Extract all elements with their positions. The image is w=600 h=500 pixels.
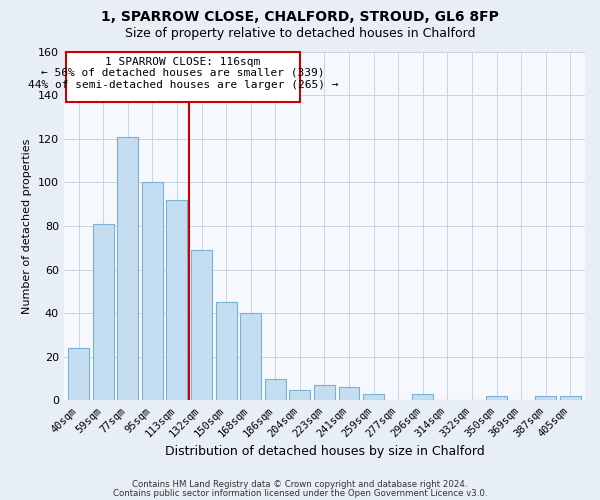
Text: 44% of semi-detached houses are larger (265) →: 44% of semi-detached houses are larger (…	[28, 80, 338, 90]
Bar	[338, 388, 359, 400]
Bar	[412, 394, 433, 400]
Text: 1, SPARROW CLOSE, CHALFORD, STROUD, GL6 8FP: 1, SPARROW CLOSE, CHALFORD, STROUD, GL6 …	[101, 10, 499, 24]
Text: Contains public sector information licensed under the Open Government Licence v3: Contains public sector information licen…	[113, 488, 487, 498]
Bar	[289, 390, 310, 400]
Bar	[240, 313, 261, 400]
Bar	[560, 396, 581, 400]
Bar	[363, 394, 384, 400]
Bar	[265, 378, 286, 400]
X-axis label: Distribution of detached houses by size in Chalford: Distribution of detached houses by size …	[164, 444, 484, 458]
Bar	[166, 200, 187, 400]
Bar	[191, 250, 212, 400]
Bar	[142, 182, 163, 400]
Text: Size of property relative to detached houses in Chalford: Size of property relative to detached ho…	[125, 28, 475, 40]
Bar	[68, 348, 89, 401]
Bar	[486, 396, 507, 400]
Bar	[93, 224, 113, 400]
Text: Contains HM Land Registry data © Crown copyright and database right 2024.: Contains HM Land Registry data © Crown c…	[132, 480, 468, 489]
Bar	[215, 302, 236, 400]
Bar	[118, 136, 138, 400]
Text: 1 SPARROW CLOSE: 116sqm: 1 SPARROW CLOSE: 116sqm	[106, 57, 261, 67]
Bar	[535, 396, 556, 400]
Text: ← 56% of detached houses are smaller (339): ← 56% of detached houses are smaller (33…	[41, 68, 325, 78]
FancyBboxPatch shape	[67, 52, 300, 102]
Y-axis label: Number of detached properties: Number of detached properties	[22, 138, 32, 314]
Bar	[314, 385, 335, 400]
